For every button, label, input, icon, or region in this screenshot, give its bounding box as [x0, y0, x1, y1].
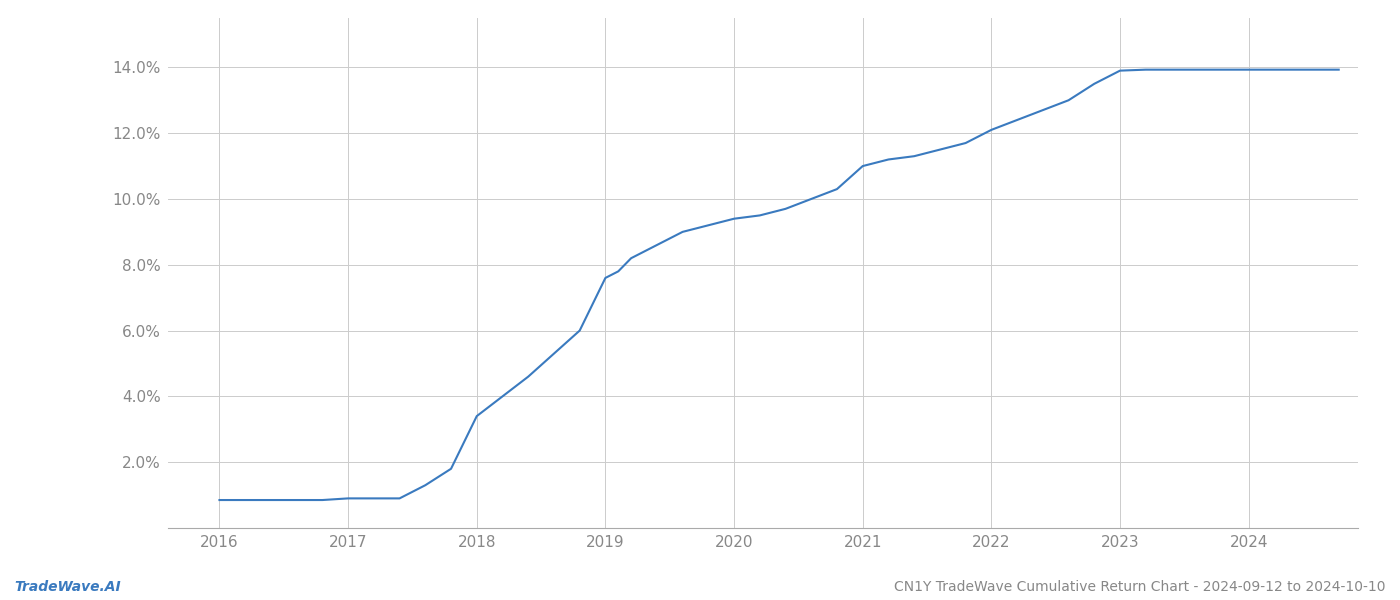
- Text: TradeWave.AI: TradeWave.AI: [14, 580, 120, 594]
- Text: CN1Y TradeWave Cumulative Return Chart - 2024-09-12 to 2024-10-10: CN1Y TradeWave Cumulative Return Chart -…: [895, 580, 1386, 594]
